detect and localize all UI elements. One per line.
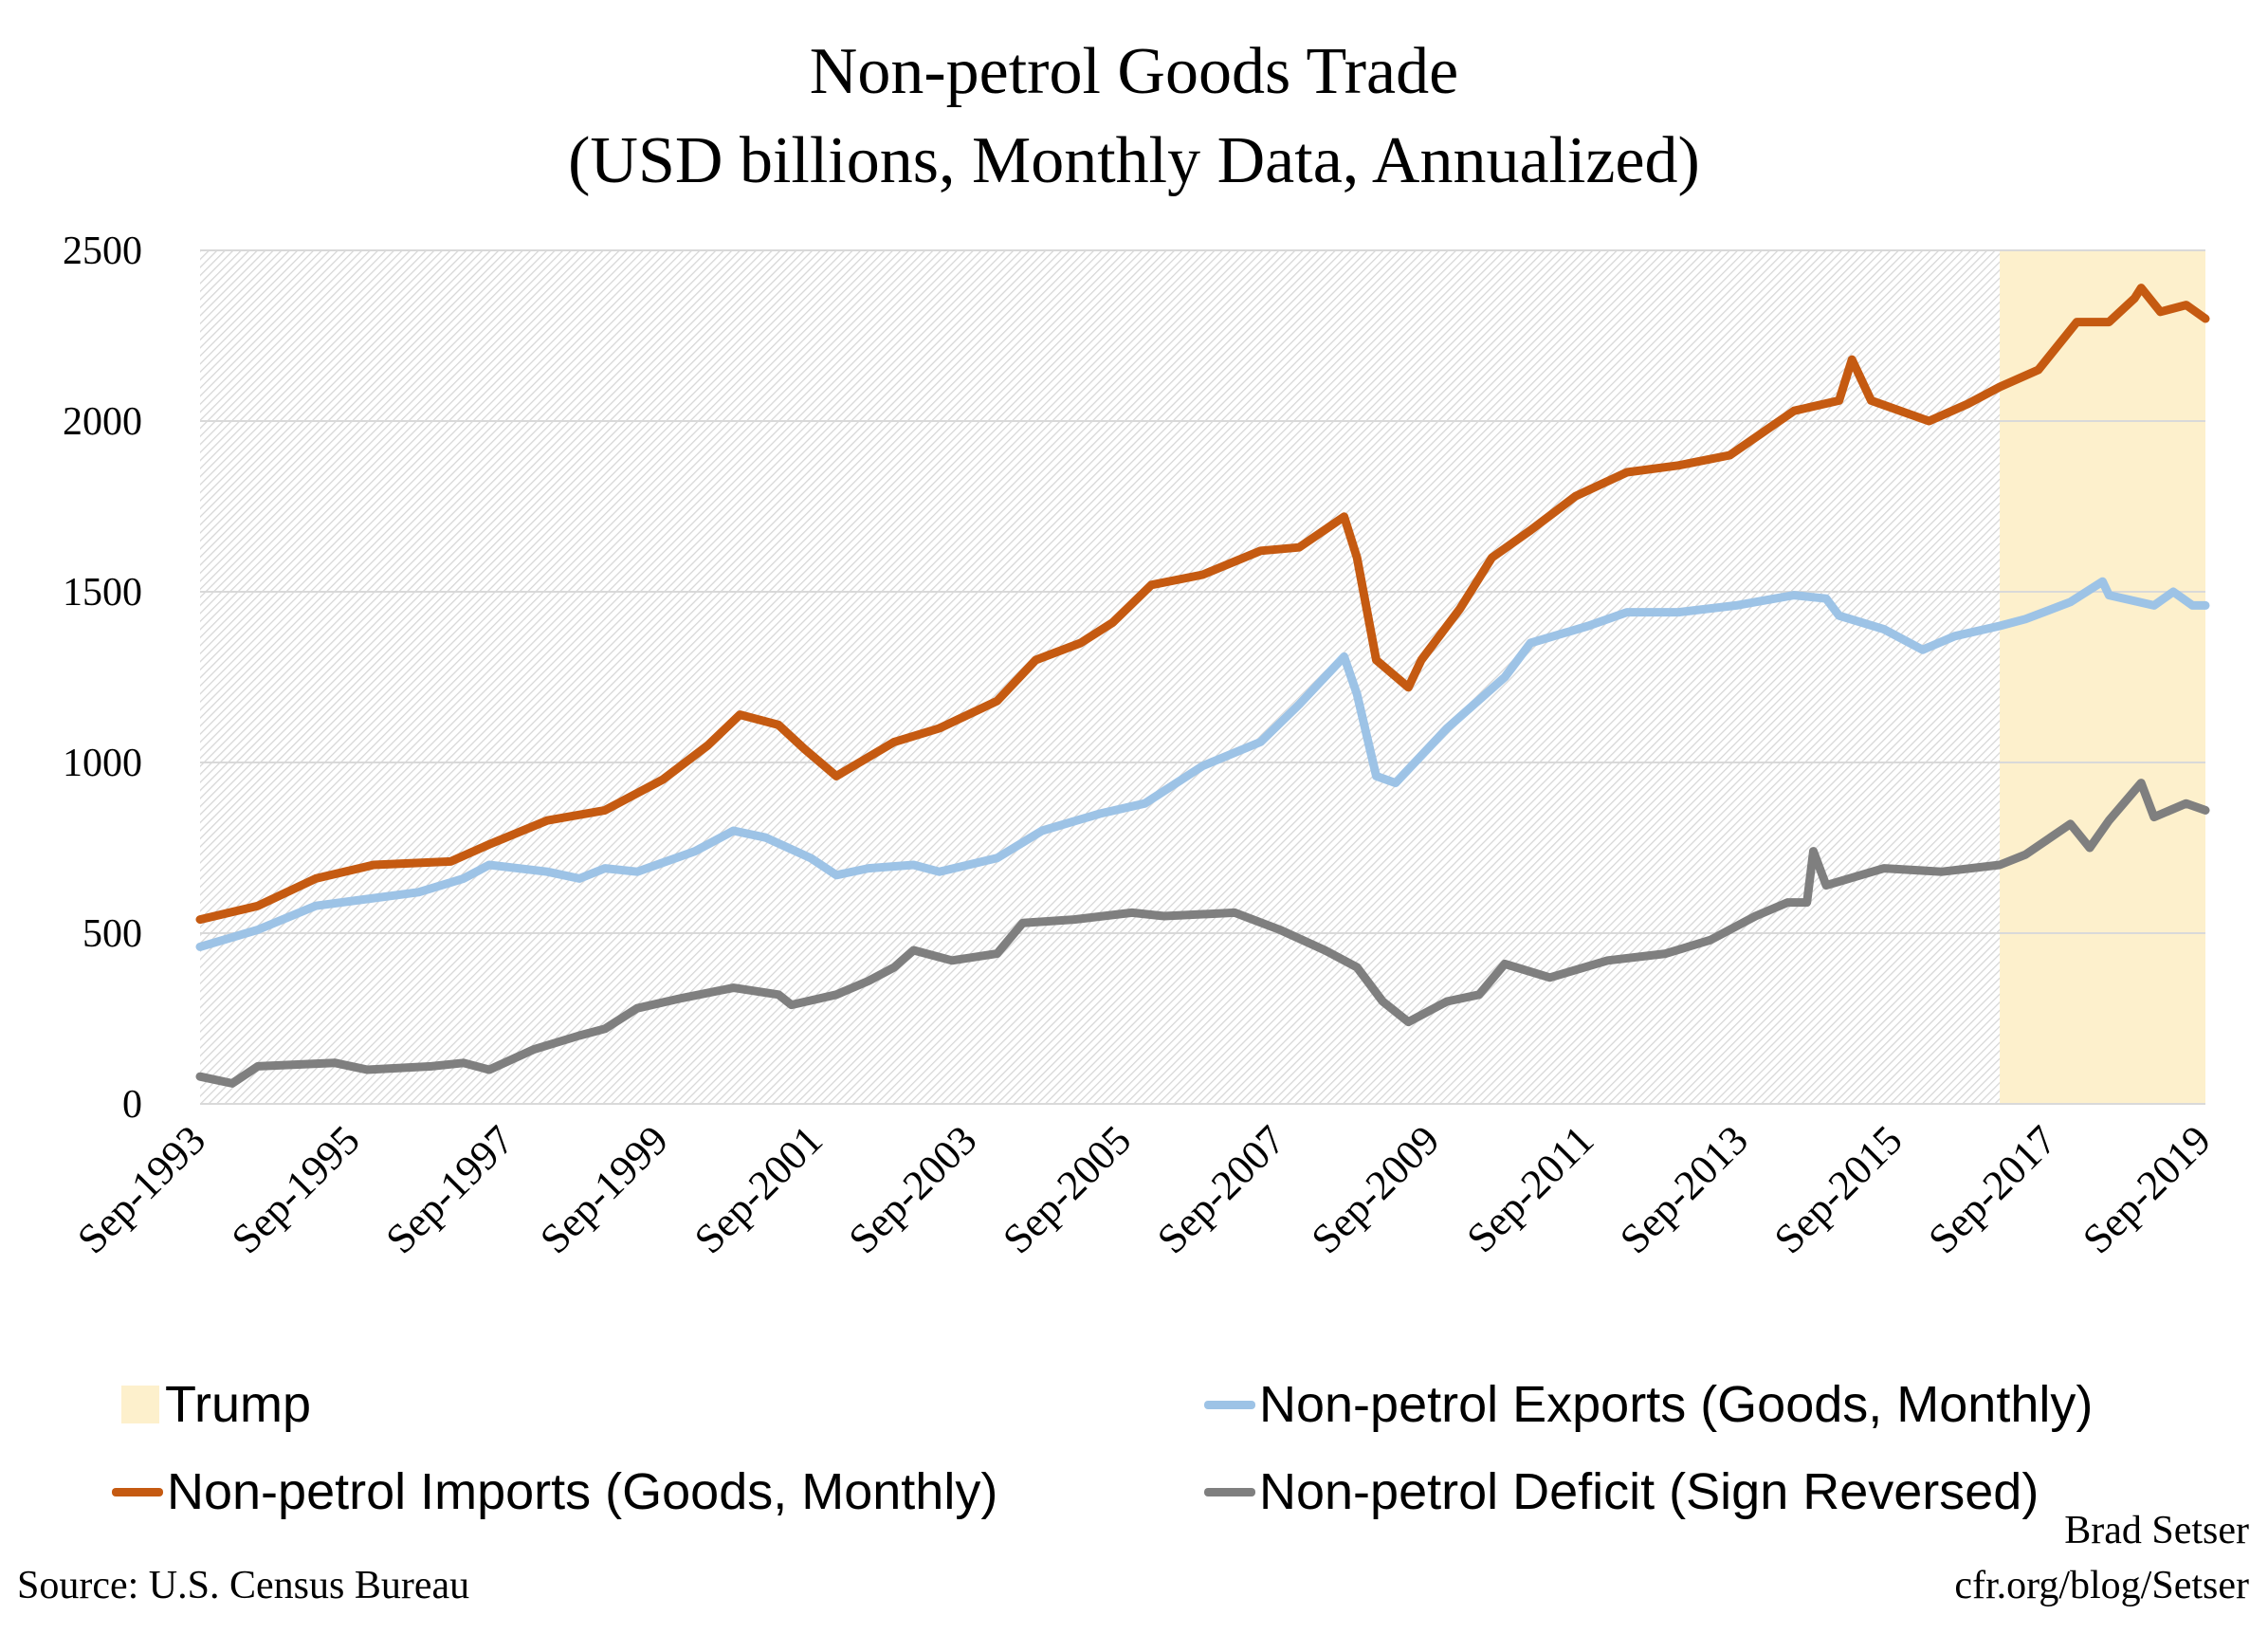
- x-tick-label: Sep-2013: [1611, 1116, 1757, 1262]
- x-tick-label: Sep-2019: [2074, 1116, 2220, 1262]
- y-tick-label: 0: [122, 1083, 142, 1127]
- legend-label-trump: Trump: [165, 1376, 312, 1433]
- legend-label-exports: Non-petrol Exports (Goods, Monthly): [1259, 1376, 2094, 1433]
- series-line-imports: [195, 284, 2210, 925]
- x-tick-label: Sep-2003: [840, 1116, 986, 1262]
- source-note: Source: U.S. Census Bureau: [17, 1564, 470, 1607]
- x-tick-label: Sep-2009: [1303, 1116, 1449, 1262]
- x-tick-label: Sep-2007: [1148, 1116, 1294, 1262]
- y-tick-label: 500: [82, 912, 142, 956]
- x-tick-label: Sep-1993: [68, 1116, 214, 1262]
- legend-swatch-exports: [1204, 1400, 1255, 1409]
- y-tick-label: 2500: [63, 229, 142, 273]
- author-url: cfr.org/blog/Setser: [1954, 1564, 2249, 1607]
- legend-item-deficit: Non-petrol Deficit (Sign Reversed): [1204, 1462, 2039, 1521]
- series-line-deficit: [195, 779, 2210, 1088]
- x-tick-label: Sep-2015: [1765, 1116, 1911, 1262]
- y-tick-label: 1000: [63, 742, 142, 785]
- legend-item-trump: Trump: [121, 1375, 311, 1434]
- x-tick-label: Sep-2011: [1458, 1116, 1603, 1261]
- series-line-exports: [195, 577, 2210, 951]
- y-tick-label: 2000: [63, 400, 142, 444]
- chart-title: Non-petrol Goods Trade: [809, 35, 1459, 108]
- x-tick-label: Sep-2005: [994, 1116, 1140, 1262]
- x-tick-label: Sep-2001: [686, 1116, 832, 1262]
- x-tick-label: Sep-1997: [377, 1116, 523, 1262]
- legend-swatch-imports: [112, 1487, 163, 1496]
- author-credit: Brad Setser: [2064, 1509, 2249, 1552]
- legend-label-imports: Non-petrol Imports (Goods, Monthly): [167, 1463, 998, 1520]
- y-tick-label: 1500: [63, 571, 142, 615]
- x-tick-label: Sep-1995: [223, 1116, 369, 1262]
- chart-subtitle: (USD billions, Monthly Data, Annualized): [568, 124, 1700, 197]
- shaded-region-trump: [2000, 250, 2205, 1104]
- legend-swatch-trump: [121, 1386, 159, 1423]
- plot-background: [200, 250, 2205, 1104]
- x-tick-label: Sep-1999: [531, 1116, 677, 1262]
- legend-swatch-deficit: [1204, 1487, 1255, 1496]
- legend-label-deficit: Non-petrol Deficit (Sign Reversed): [1259, 1463, 2039, 1520]
- x-tick-label: Sep-2017: [1919, 1116, 2065, 1262]
- legend-item-imports: Non-petrol Imports (Goods, Monthly): [112, 1462, 997, 1521]
- legend-item-exports: Non-petrol Exports (Goods, Monthly): [1204, 1375, 2093, 1434]
